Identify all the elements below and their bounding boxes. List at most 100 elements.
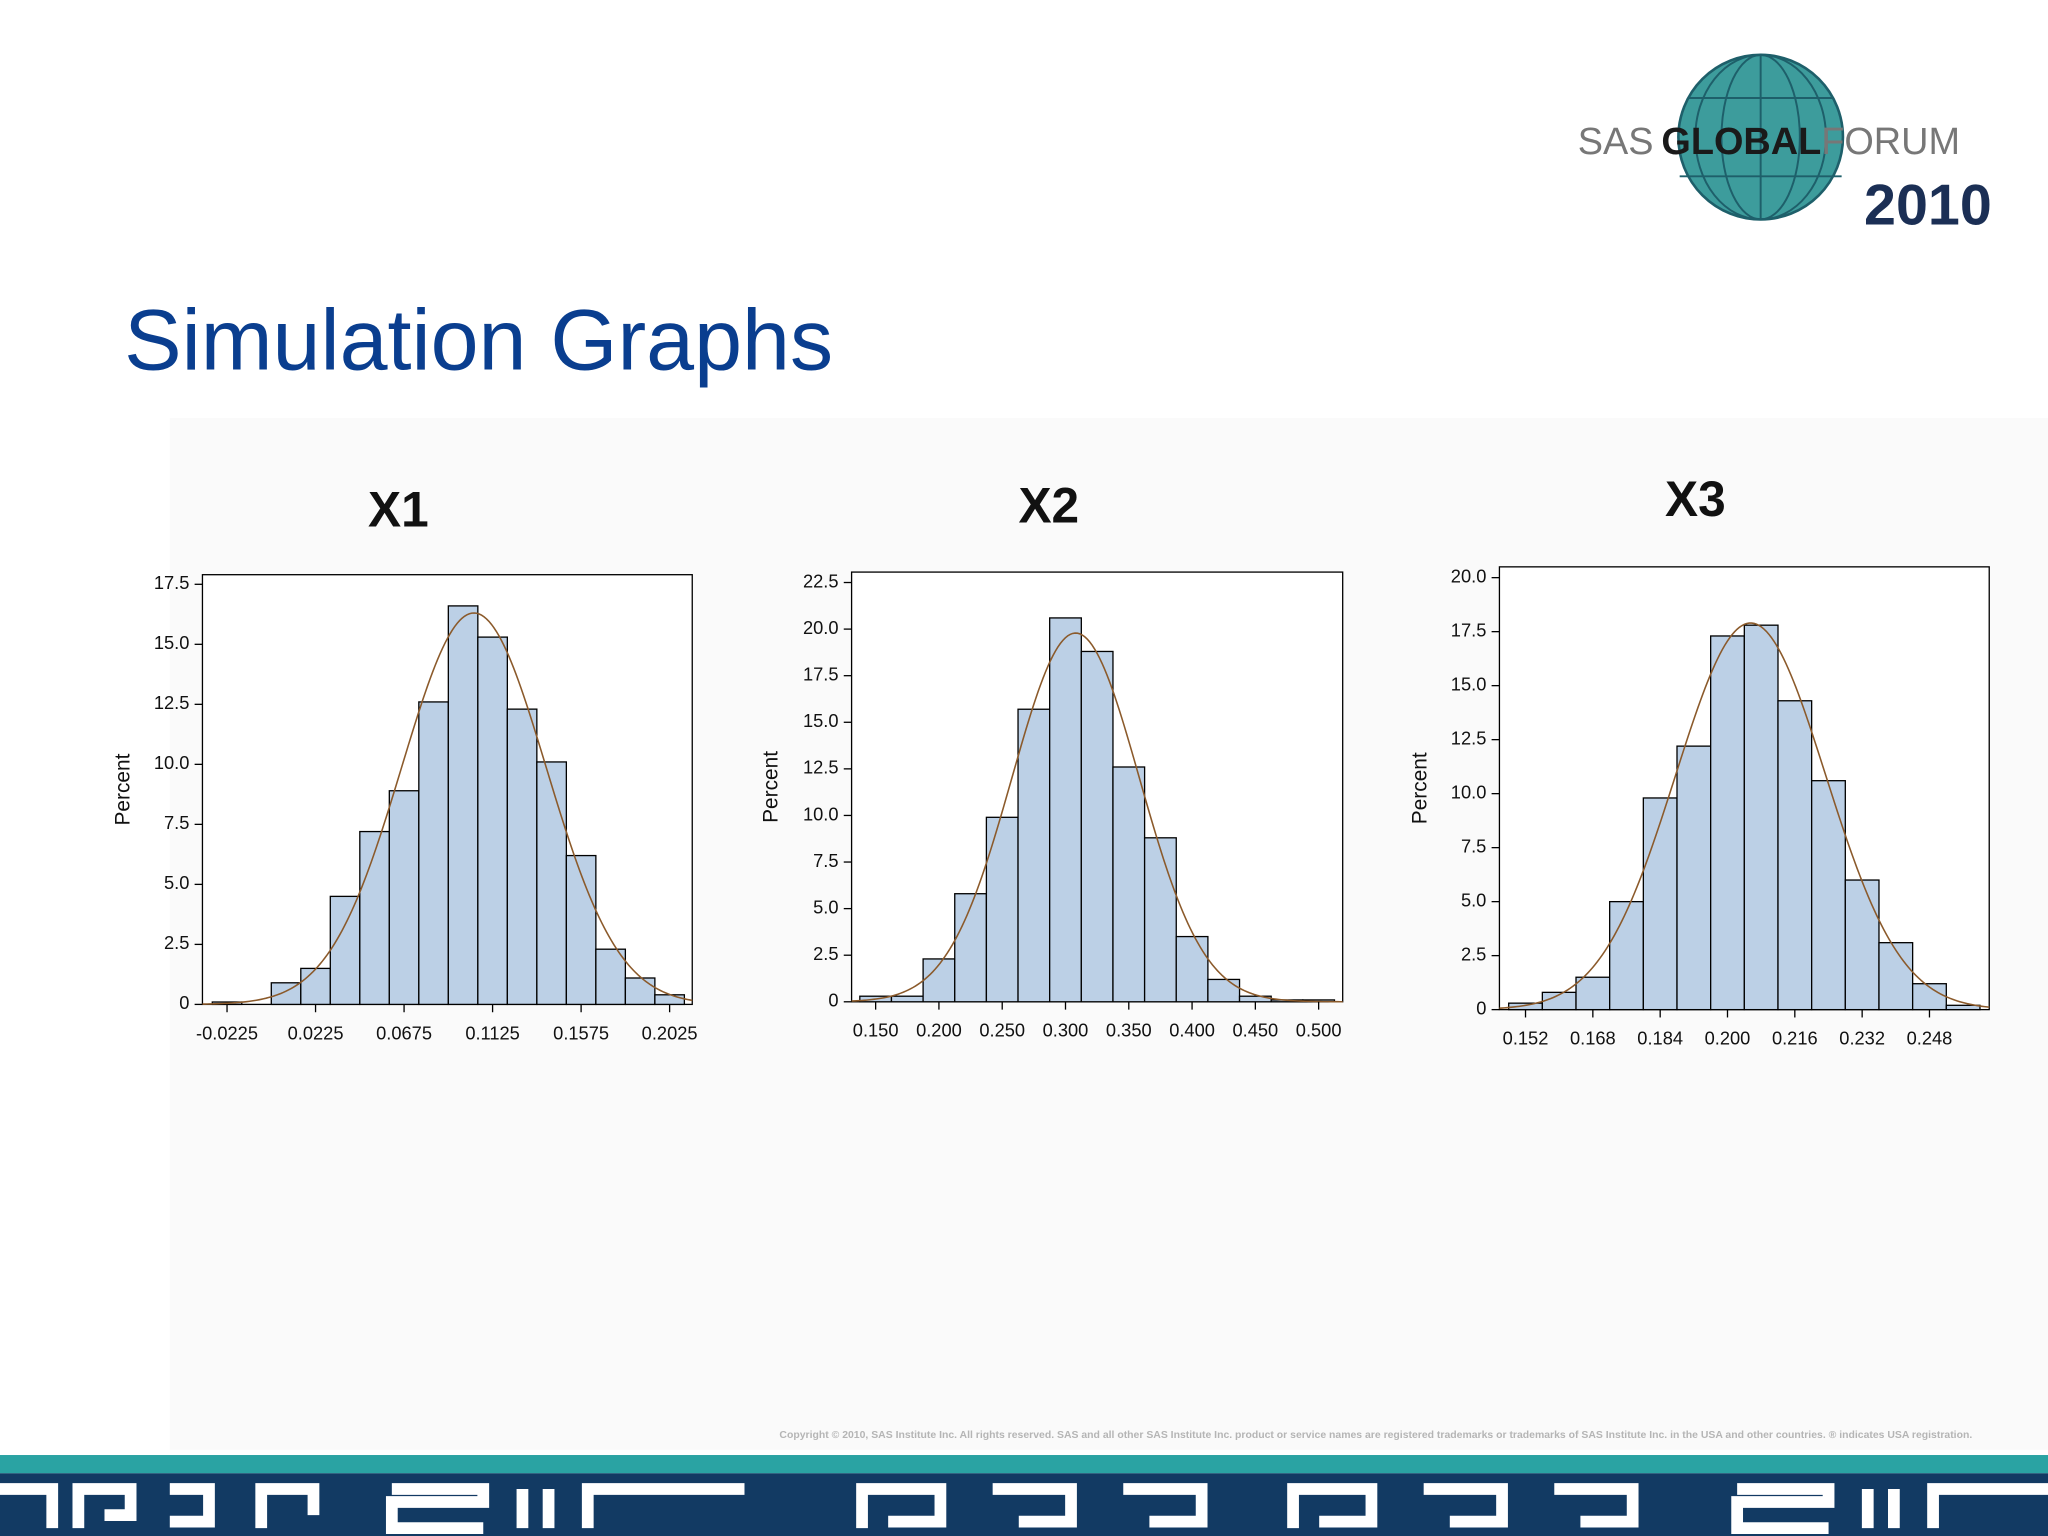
y-tick-label: 22.5 xyxy=(803,570,839,591)
logo-sas: SAS xyxy=(1578,121,1654,163)
x-tick-label: 0.1575 xyxy=(553,1022,609,1043)
bar xyxy=(1575,976,1611,1011)
y-tick-label: 15.0 xyxy=(803,710,839,731)
fit-curve xyxy=(851,632,1343,1003)
x-tick-label: 0.400 xyxy=(1169,1020,1215,1041)
bar xyxy=(418,701,449,1006)
y-tick-label: 12.5 xyxy=(1451,727,1487,748)
bar xyxy=(300,967,331,1006)
chart-title: X1 xyxy=(368,481,429,537)
bar xyxy=(447,605,479,1006)
y-tick-label: 17.5 xyxy=(1451,619,1487,640)
y-tick-label: 5.0 xyxy=(164,872,189,893)
y-tick-label: 7.5 xyxy=(164,812,189,833)
bar xyxy=(1017,708,1051,1003)
logo-text: SAS GLOBALFORUM xyxy=(1578,121,1960,163)
x-tick-label: 0.184 xyxy=(1637,1028,1683,1049)
y-tick-label: 12.5 xyxy=(154,692,190,713)
bar xyxy=(1810,780,1846,1011)
bar xyxy=(565,854,597,1006)
bar xyxy=(1743,624,1779,1011)
chart: X3 Percent 0 2.5 5.0 7.5 10.0 12.5 15.0 17.5 20.0 0… xyxy=(1409,471,1990,1049)
x-tick-label: 0.0225 xyxy=(288,1022,344,1043)
x-tick-label: 0.2025 xyxy=(642,1022,698,1043)
y-tick-label: 0 xyxy=(828,990,838,1011)
y-tick-label: 15.0 xyxy=(1451,673,1487,694)
footer-ornament xyxy=(0,1483,2048,1535)
y-tick-label: 20.0 xyxy=(1451,565,1487,586)
chart-title: X2 xyxy=(1018,477,1079,533)
bar xyxy=(624,977,656,1006)
bar xyxy=(477,636,508,1006)
x-tick-label: 0.500 xyxy=(1296,1020,1342,1041)
footer-stripe xyxy=(0,1455,2048,1474)
x-tick-label: 0.350 xyxy=(1106,1020,1152,1041)
bar xyxy=(1207,978,1241,1003)
bar xyxy=(1143,837,1177,1003)
y-tick-label: 17.5 xyxy=(803,664,839,685)
y-tick-label: 10.0 xyxy=(803,803,839,824)
x-tick-label: 0.216 xyxy=(1772,1028,1818,1049)
y-axis-label: Percent xyxy=(1409,752,1432,824)
bar xyxy=(654,994,686,1006)
logo: SAS GLOBALFORUM 2010 xyxy=(1578,53,1992,238)
bar xyxy=(1710,635,1745,1011)
fit-curve xyxy=(202,612,693,1005)
y-tick-label: 17.5 xyxy=(154,572,190,593)
bar xyxy=(388,790,420,1006)
logo-forum: FORUM xyxy=(1821,121,1960,163)
y-tick-label: 12.5 xyxy=(803,757,839,778)
bar xyxy=(985,816,1019,1003)
bar xyxy=(595,948,627,1006)
bar xyxy=(1080,650,1114,1003)
x-tick-label: 0.450 xyxy=(1232,1020,1278,1041)
bar xyxy=(1112,766,1146,1003)
bar xyxy=(329,895,361,1006)
chart: X1 Percent 0 2.5 5.0 7.5 10.0 12.5 15.0 17.5 -0.02… xyxy=(112,481,698,1043)
bar xyxy=(359,830,390,1006)
bar xyxy=(1175,935,1209,1003)
x-tick-label: 0.0675 xyxy=(376,1022,432,1043)
y-tick-label: 0 xyxy=(1476,997,1486,1018)
logo-global: GLOBAL xyxy=(1661,121,1821,163)
x-tick-label: 0.152 xyxy=(1503,1028,1549,1049)
x-tick-label: 0.150 xyxy=(853,1020,899,1041)
x-tick-label: 0.250 xyxy=(979,1020,1025,1041)
y-tick-label: 5.0 xyxy=(1461,889,1486,910)
chart-title: X3 xyxy=(1665,471,1726,527)
y-tick-label: 2.5 xyxy=(813,943,838,964)
x-tick-label: 0.168 xyxy=(1570,1028,1616,1049)
y-tick-label: 7.5 xyxy=(1461,835,1486,856)
copyright: Copyright © 2010, SAS Institute Inc. All… xyxy=(779,1430,1972,1441)
bar xyxy=(1049,617,1082,1003)
y-tick-label: 20.0 xyxy=(803,617,839,638)
y-tick-label: 7.5 xyxy=(813,850,838,871)
fit-curve xyxy=(1499,622,1990,1009)
x-tick-label: 0.200 xyxy=(1705,1028,1751,1049)
bar xyxy=(536,761,568,1006)
x-tick-label: 0.248 xyxy=(1907,1028,1953,1049)
bar xyxy=(506,708,538,1006)
slide-title: Simulation Graphs xyxy=(124,293,833,389)
bar xyxy=(1844,879,1880,1011)
bar xyxy=(1945,1004,1981,1011)
x-tick-label: 0.200 xyxy=(916,1020,962,1041)
y-axis-label: Percent xyxy=(112,753,135,825)
bar xyxy=(1676,745,1712,1011)
y-tick-label: 5.0 xyxy=(813,896,838,917)
y-tick-label: 10.0 xyxy=(1451,781,1487,802)
bar xyxy=(1777,700,1813,1011)
y-tick-label: 0 xyxy=(179,992,189,1013)
bar xyxy=(1878,942,1914,1011)
chart: X2 Percent 0 2.5 5.0 7.5 10.0 12.5 15.0 17.5 20.0 2… xyxy=(759,477,1344,1041)
y-tick-label: 10.0 xyxy=(154,752,190,773)
y-tick-label: 2.5 xyxy=(164,932,189,953)
x-tick-label: 0.300 xyxy=(1043,1020,1089,1041)
footer-band xyxy=(0,1455,2048,1536)
logo-year: 2010 xyxy=(1864,174,1992,238)
y-axis-label: Percent xyxy=(759,751,782,823)
x-tick-label: 0.232 xyxy=(1839,1028,1885,1049)
bar xyxy=(890,995,924,1003)
